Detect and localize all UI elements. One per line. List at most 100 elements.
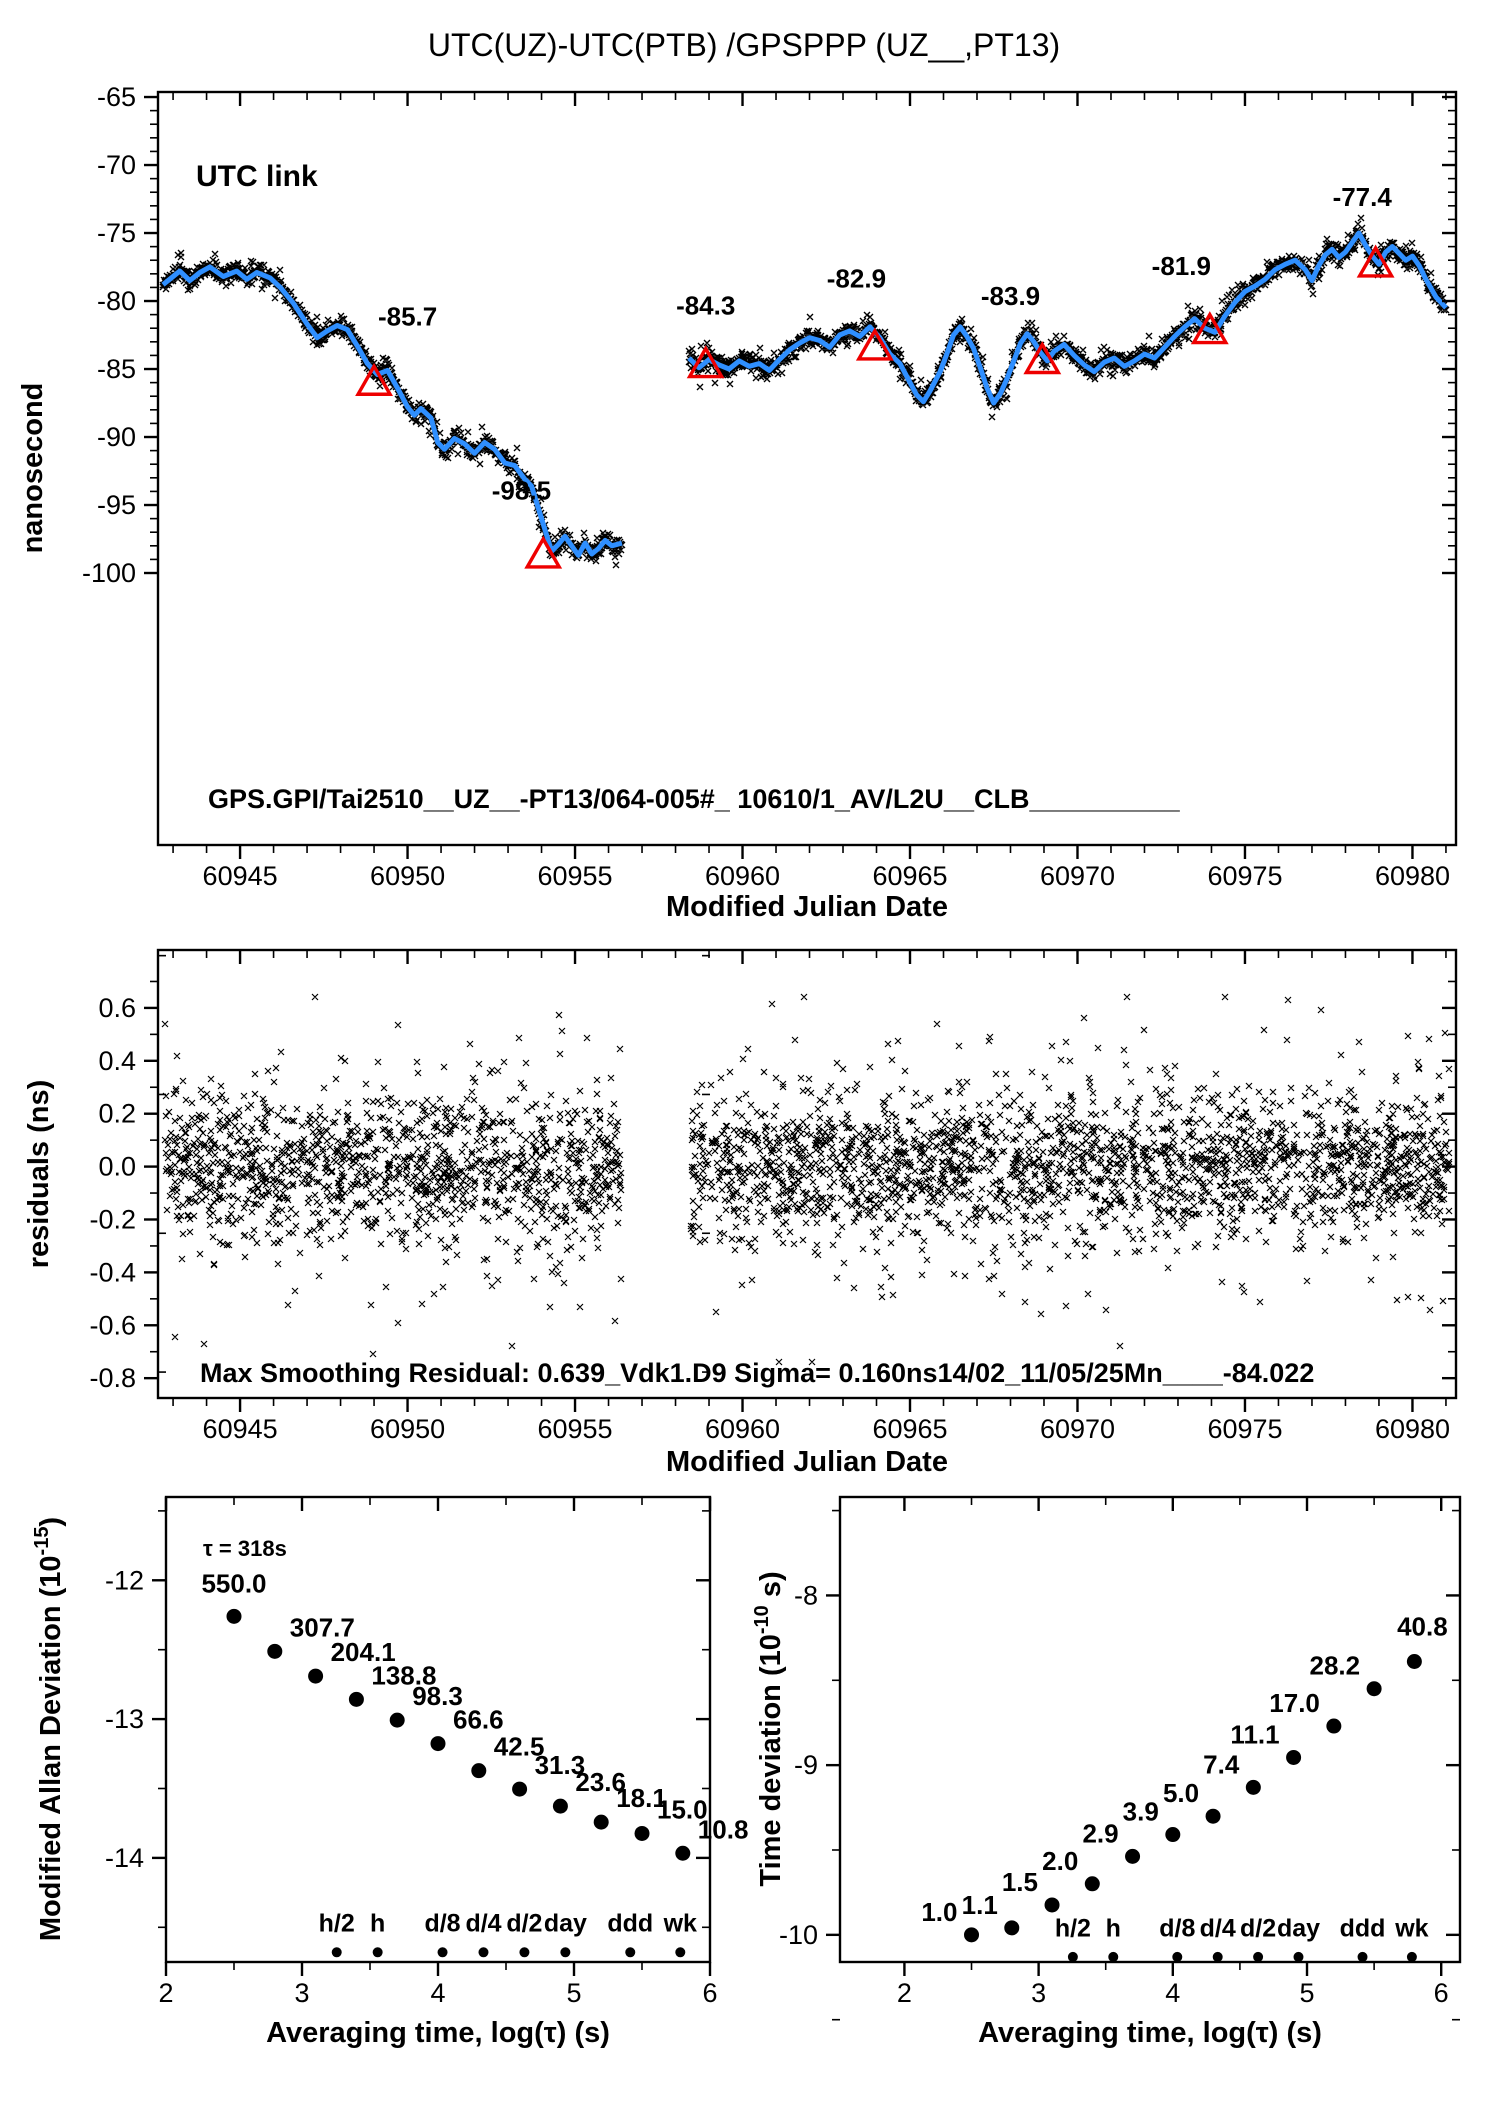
calibration-triangle — [1190, 311, 1229, 345]
panel-mdev-value-label: 138.8 — [371, 1660, 436, 1690]
panel-mdev-value-label: 18.1 — [616, 1783, 667, 1813]
y-tick-label: -13 — [105, 1704, 144, 1734]
x-axis-label-mjd-middle: Modified Julian Date — [666, 1446, 948, 1478]
panel-tdev-value-label: 2.0 — [1042, 1846, 1078, 1876]
x-tick-label: 60965 — [872, 861, 947, 891]
panel-tdev-value-label: 2.9 — [1082, 1818, 1118, 1848]
panel-tdev-point — [1165, 1827, 1181, 1843]
panel-mdev-value-label: 42.5 — [494, 1732, 545, 1762]
time-marker-dot — [1212, 1951, 1223, 1962]
panel-mdev-value-label: 98.3 — [412, 1681, 463, 1711]
panel-tdev-value-label: 11.1 — [1230, 1719, 1279, 1749]
x-tick-label: 60980 — [1375, 1414, 1450, 1444]
time-marker-dot — [625, 1947, 636, 1958]
x-tick-label: 60945 — [203, 861, 278, 891]
time-marker-dot — [372, 1947, 383, 1958]
time-marker-dot — [331, 1947, 342, 1958]
panel-mdev-point — [348, 1691, 364, 1707]
panel-tdev-value-label: 28.2 — [1309, 1651, 1360, 1681]
calibration-triangle — [1023, 341, 1062, 375]
time-marker-label: day — [544, 1910, 587, 1938]
y-tick-label: -8 — [794, 1580, 818, 1610]
panel-tdev-point — [1245, 1779, 1261, 1795]
time-marker-label: ddd — [1340, 1915, 1386, 1943]
calibration-value-label: -84.3 — [676, 291, 735, 321]
smoothing-stats-annotation: Max Smoothing Residual: 0.639_Vdk1.D9 Si… — [200, 1358, 1314, 1388]
time-marker-label: h/2 — [319, 1910, 355, 1938]
x-tick-label: 60965 — [872, 1414, 947, 1444]
panel-tdev-value-label: 1.1 — [962, 1890, 998, 1920]
panel-mdev: h/2 h d/8 d/4 d/2 day ddd wk 550.0 307.7204.1138.… — [201, 1568, 749, 1958]
panel-mdev-axes: 2 3 4 5 6 -12 -13 -14 — [105, 954, 718, 2008]
time-marker-label: h — [1106, 1915, 1121, 1943]
utc-link-annotation: UTC link — [196, 160, 318, 193]
panel-tdev-point — [1366, 1681, 1382, 1697]
panel-tdev: h/2 h d/8 d/4 d/2 day ddd wk 1.0 1.11.52.02.93.95… — [921, 1612, 1448, 1962]
x-tick-label: 4 — [430, 1978, 445, 2008]
panel-mdev-value-label: 10.8 — [698, 1814, 749, 1844]
y-tick-label: -0.6 — [89, 1310, 136, 1340]
panel-mdev-point — [593, 1814, 609, 1830]
panel-tdev-point — [964, 1927, 980, 1943]
panel-tdev-value-label: 7.4 — [1203, 1749, 1240, 1779]
x-tick-label: 3 — [1031, 1978, 1046, 2008]
panel-tdev-point — [1004, 1920, 1020, 1936]
calibration-value-label: -77.4 — [1333, 182, 1393, 212]
x-tick-label: 60960 — [705, 861, 780, 891]
time-marker-dot — [478, 1947, 489, 1958]
y-tick-label: 0.6 — [98, 993, 136, 1023]
y-axis-label-mdev: Modified Allan Deviation (10-15) — [31, 1517, 67, 1941]
x-tick-label: 60975 — [1207, 1414, 1282, 1444]
x-tick-label: 60980 — [1375, 861, 1450, 891]
y-tick-label: -14 — [105, 1843, 144, 1873]
panel-mdev-point — [675, 1845, 691, 1861]
time-marker-dot — [1293, 1951, 1304, 1962]
panel-mdev-value-label: 23.6 — [575, 1767, 626, 1797]
x-tick-label: 2 — [897, 1978, 912, 2008]
x-tick-label: 6 — [1434, 1978, 1449, 2008]
time-marker-label: d/4 — [1200, 1915, 1236, 1943]
x-tick-label: 6 — [702, 1978, 717, 2008]
x-tick-label: 4 — [1165, 1978, 1180, 2008]
calibration-triangle — [1356, 244, 1395, 278]
panel-mdev-value-label: 31.3 — [535, 1750, 586, 1780]
panel-tdev-point — [1326, 1718, 1342, 1734]
time-marker-dot — [1067, 1951, 1078, 1962]
time-marker-label: d/2 — [506, 1910, 542, 1938]
panel-mdev-point — [634, 1825, 650, 1841]
panel-mdev-point — [308, 1668, 324, 1684]
panel-tdev-point — [1205, 1808, 1221, 1824]
panel-mdev-point — [552, 1798, 568, 1814]
panel-tdev-point — [1084, 1876, 1100, 1892]
x-axis-label-avgtime-left: Averaging time, log(τ) (s) — [266, 2017, 610, 2049]
y-tick-label: -12 — [105, 1565, 144, 1595]
x-tick-label: 60955 — [537, 1414, 612, 1444]
y-tick-label: -90 — [97, 422, 136, 452]
panel-mdev-value-label: 550.0 — [201, 1568, 266, 1598]
panel-tdev-value-label: 1.0 — [921, 1897, 957, 1927]
time-marker-label: d/8 — [424, 1910, 460, 1938]
y-tick-label: -0.8 — [89, 1363, 136, 1393]
x-axis-label-avgtime-right: Averaging time, log(τ) (s) — [978, 2017, 1322, 2049]
panel-mdev-value-label: 15.0 — [657, 1795, 708, 1825]
panel2-axes: 60945 60950 60955 60960 60965 60970 60975 60980… — [89, 948, 1458, 1444]
tau-annotation: τ = 318s — [203, 1536, 287, 1561]
time-marker-dot — [519, 1947, 530, 1958]
time-marker-label: d/4 — [465, 1910, 501, 1938]
time-marker-dot — [675, 1947, 686, 1958]
time-marker-label: h — [370, 1910, 385, 1938]
panel-tdev-value-label: 17.0 — [1269, 1688, 1320, 1718]
calibration-value-label: -85.7 — [378, 302, 437, 332]
calibration-triangle — [355, 362, 393, 396]
y-tick-label: -10 — [779, 1920, 818, 1950]
panel-mdev-point — [389, 1712, 405, 1728]
time-marker-dot — [437, 1947, 448, 1958]
time-marker-label: d/2 — [1240, 1915, 1276, 1943]
y-axis-label-tdev: Time deviation (10-10 s) — [751, 1571, 787, 1886]
panel-tdev-value-label: 1.5 — [1002, 1867, 1038, 1897]
time-marker-label: d/8 — [1159, 1915, 1195, 1943]
panel-mdev-point — [430, 1736, 446, 1752]
tdev-ylabel-main: Time deviation (10 — [755, 1634, 787, 1887]
y-axis-label-nanosecond: nanosecond — [17, 383, 49, 554]
panel-mdev-point — [512, 1781, 528, 1797]
